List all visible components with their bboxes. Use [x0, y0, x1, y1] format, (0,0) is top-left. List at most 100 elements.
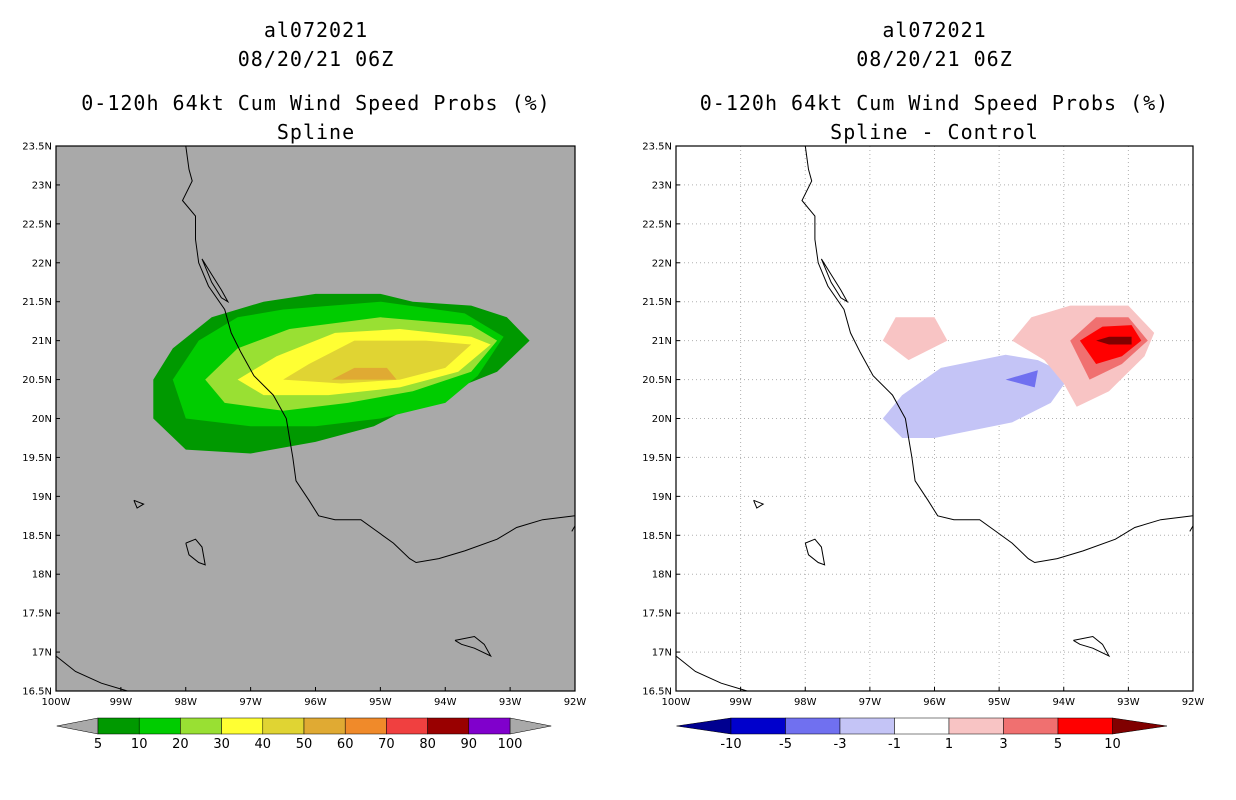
- left-ytick-label: 17N: [32, 648, 52, 659]
- right-colorbar-swatch: [1057, 717, 1113, 735]
- right-ytick-label: 16.5N: [642, 687, 672, 698]
- left-colorbar-label: 50: [296, 737, 313, 752]
- right-contour-5-5: [1079, 325, 1142, 364]
- left-colorbar-swatch: [468, 717, 511, 735]
- left-ytick-label: 16.5N: [22, 687, 52, 698]
- right-colorbar-label: 3: [999, 737, 1007, 752]
- right-title-storm: al072021: [882, 18, 987, 42]
- left-colorbar-low-arrow: [56, 717, 99, 735]
- left-colorbar-label: 5: [94, 737, 102, 752]
- right-colorbar-label: -10: [720, 737, 741, 752]
- right-island-0: [804, 538, 826, 566]
- left-colorbar-label: 70: [378, 737, 395, 752]
- right-colorbar: -10 -5 -3 -1 1 3 5 10: [676, 717, 1168, 752]
- left-lagoon: [201, 258, 230, 304]
- left-colorbar-label: 10: [131, 737, 148, 752]
- right-plot-content: [676, 146, 1193, 691]
- right-xtick-label: 94W: [1052, 697, 1075, 708]
- left-colorbar-high-arrow: [509, 717, 552, 735]
- left-xtick-label: 98W: [174, 697, 197, 708]
- left-colorbar-label: 40: [255, 737, 272, 752]
- left-ytick-label: 20N: [32, 414, 52, 425]
- right-contour-1-0: [882, 317, 948, 361]
- left-ytick-label: 23.5N: [22, 142, 52, 153]
- right-colorbar-swatch: [730, 717, 786, 735]
- right-ytick-label: 20N: [652, 414, 672, 425]
- right-colorbar-swatch: [894, 717, 950, 735]
- right-ytick-label: 20.5N: [642, 375, 672, 386]
- right-ytick-label: 23N: [652, 180, 672, 191]
- right-xtick-label: 99W: [729, 697, 752, 708]
- left-colorbar-label: 80: [419, 737, 436, 752]
- right-coastline-1: [676, 655, 748, 691]
- right-title-product: 0-120h 64kt Cum Wind Speed Probs (%): [699, 91, 1170, 115]
- left-contour-50-5: [331, 367, 397, 380]
- right-ytick-label: 21N: [652, 336, 672, 347]
- left-title-product: 0-120h 64kt Cum Wind Speed Probs (%): [81, 91, 551, 115]
- left-colorbar-label: 30: [213, 737, 230, 752]
- left-xtick-label: 93W: [499, 697, 522, 708]
- right-ytick-label: 17.5N: [642, 609, 672, 620]
- left-title-subtitle: Spline: [276, 120, 356, 144]
- right-colorbar-label: -3: [834, 737, 847, 752]
- left-ytick-label: 20.5N: [22, 375, 52, 386]
- right-title-date: 08/20/21 06Z: [856, 47, 1013, 71]
- right-title-subtitle: Spline - Control: [830, 120, 1039, 144]
- right-xtick-label: 93W: [1117, 697, 1140, 708]
- left-coastline-1: [56, 655, 128, 691]
- right-ytick-label: 18N: [652, 570, 672, 581]
- right-contour-10-6: [1096, 336, 1132, 345]
- left-colorbar-label: 90: [461, 737, 478, 752]
- right-colorbar-label: 10: [1104, 737, 1121, 752]
- right-colorbar-high-arrow: [1112, 717, 1168, 735]
- right-colorbar-swatch: [1003, 717, 1059, 735]
- right-colorbar-label: 1: [945, 737, 953, 752]
- left-ytick-label: 22.5N: [22, 219, 52, 230]
- right-ytick-label: 17N: [652, 648, 672, 659]
- left-contour-40-4: [283, 340, 472, 384]
- right-xtick-label: 96W: [923, 697, 946, 708]
- right-ytick-label: 18.5N: [642, 531, 672, 542]
- right-colorbar-swatch: [785, 717, 841, 735]
- left-colorbar-swatch: [303, 717, 346, 735]
- left-ytick-label: 21.5N: [22, 297, 52, 308]
- left-xtick-label: 96W: [304, 697, 327, 708]
- right-lagoon: [820, 258, 849, 304]
- right-ytick-label: 19.5N: [642, 453, 672, 464]
- right-island-2: [1073, 635, 1111, 658]
- left-colorbar-swatch: [427, 717, 470, 735]
- right-colorbar-label: 5: [1054, 737, 1062, 752]
- right-colorbar-swatch: [839, 717, 895, 735]
- left-plot-content: [56, 146, 575, 691]
- right-plot: 100W 99W 98W 97W 96W 95W 94W 93W 92W 16.5N 17N 17.5…: [642, 142, 1204, 709]
- left-ytick-label: 19.5N: [22, 453, 52, 464]
- right-xtick-label: 98W: [794, 697, 817, 708]
- right-xtick-label: 92W: [1182, 697, 1205, 708]
- left-ytick-label: 18N: [32, 570, 52, 581]
- left-colorbar-swatch: [262, 717, 305, 735]
- left-xtick-label: 99W: [110, 697, 133, 708]
- right-colorbar-label: -5: [779, 737, 792, 752]
- left-ytick-label: 23N: [32, 180, 52, 191]
- left-ytick-label: 19N: [32, 492, 52, 503]
- right-colorbar-swatch: [948, 717, 1004, 735]
- left-colorbar-swatch: [344, 717, 387, 735]
- right-coastline-0: [801, 146, 1193, 564]
- left-title-date: 08/20/21 06Z: [237, 47, 395, 71]
- left-xtick-label: 100W: [42, 697, 71, 708]
- right-xtick-label: 97W: [859, 697, 882, 708]
- right-colorbar-low-arrow: [676, 717, 732, 735]
- left-xtick-label: 94W: [434, 697, 457, 708]
- left-colorbar: 5 10 20 30 40 50 60 70 80 90 100: [56, 717, 552, 752]
- left-coastline-0: [181, 146, 575, 564]
- left-xtick-label: 92W: [564, 697, 587, 708]
- left-colorbar-label: 20: [172, 737, 189, 752]
- left-colorbar-swatch: [180, 717, 222, 735]
- right-ytick-label: 19N: [652, 492, 672, 503]
- left-island-0: [185, 538, 206, 566]
- right-colorbar-label: -1: [888, 737, 901, 752]
- left-colorbar-swatch: [386, 717, 428, 735]
- left-ytick-label: 18.5N: [22, 531, 52, 542]
- left-plot: 100W 99W 98W 97W 96W 95W 94W 93W 92W 16.5N 17N 17.5…: [22, 142, 586, 709]
